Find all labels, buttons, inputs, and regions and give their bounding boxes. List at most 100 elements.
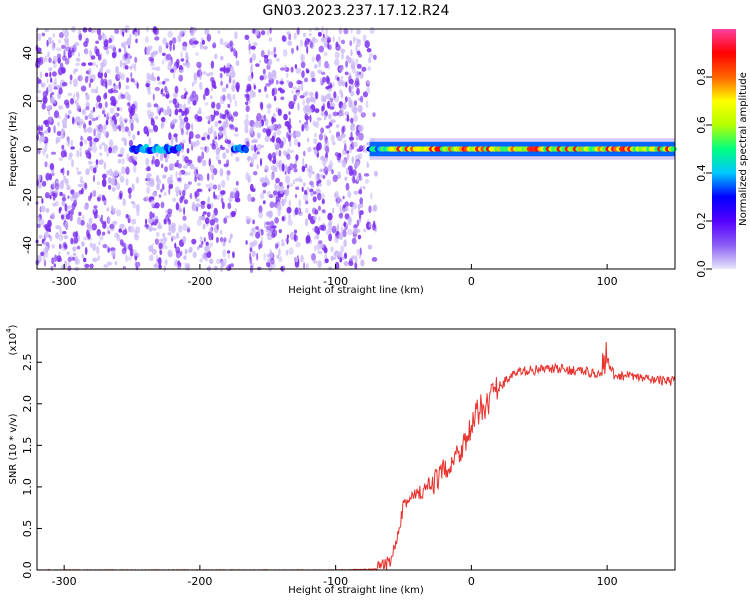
spectrogram-noise-cell [354,261,358,270]
spectrogram-noise-cell [44,144,48,153]
spectrogram-noise-cell [194,94,199,103]
spectrogram-noise-cell [227,202,232,210]
spectrogram-noise-cell [324,60,329,69]
spectrogram-noise-cell [373,54,377,60]
spectrogram-noise-cell [312,227,315,232]
spectrogram-noise-cell [191,82,194,87]
spectrogram-noise-cell [49,195,52,200]
spectrogram-noise-cell [51,212,56,220]
spectrogram-noise-cell [278,181,283,187]
spectrogram-noise-cell [47,51,51,58]
spectrogram-noise-cell [137,130,140,136]
spectrogram-noise-cell [118,228,122,233]
spectrogram-noise-cell [182,110,185,116]
spectrogram-noise-cell [61,44,66,50]
spectrogram-noise-cell [148,225,153,232]
spectrogram-noise-cell [88,120,92,126]
spectrogram-noise-cell [344,201,350,208]
spectrogram-noise-cell [223,65,226,74]
spectrogram-noise-cell [359,218,362,223]
spectrogram-noise-cell [341,112,345,117]
spectrogram-noise-cell [92,257,98,263]
spectrogram-noise-cell [371,257,378,262]
spectrogram-noise-cell [95,102,99,109]
spectrogram-noise-cell [127,187,132,194]
spectrogram-noise-cell [149,254,154,262]
spectrogram-noise-cell [64,40,70,46]
spectrogram-noise-cell [297,142,301,147]
spectrogram-noise-cell [260,236,264,245]
spectrogram-noise-cell [271,116,275,124]
spectrogram-noise-cell [235,156,240,162]
spectrogram-noise-cell [155,218,159,224]
spectrogram-noise-cell [213,217,219,223]
spectrogram-noise-cell [102,231,106,236]
spectrogram-noise-cell [288,33,292,41]
spectrogram-noise-cell [49,235,53,242]
spectrogram-noise-cell [214,53,218,60]
spectrogram-noise-cell [114,125,118,129]
spectrogram-noise-cell [179,30,183,38]
spectrogram-noise-cell [175,170,178,179]
spectrogram-noise-cell [324,258,329,264]
spectrogram-noise-cell [92,106,96,113]
spectrogram-noise-cell [271,88,275,97]
spectrogram-noise-cell [191,204,197,212]
spectrogram-noise-cell [287,40,292,46]
spectrogram-noise-cell [271,135,275,140]
spectrogram-x-tick-label: -200 [187,275,212,288]
spectrogram-noise-cell [312,260,318,264]
spectrogram-noise-cell [337,251,343,259]
spectrogram-noise-cell [131,218,137,225]
spectrogram-noise-cell [131,183,135,192]
spectrogram-noise-cell [194,175,197,183]
spectrogram-noise-cell [226,111,230,119]
spectrogram-noise-cell [160,201,165,209]
spectrogram-noise-cell [338,212,343,219]
spectrogram-noise-cell [199,81,203,90]
spectrogram-noise-cell [51,244,55,249]
spectrogram-noise-cell [212,42,217,49]
spectrogram-noise-cell [58,31,64,39]
spectrogram-noise-cell [286,236,289,245]
spectrogram-noise-cell [282,216,285,220]
spectrogram-noise-cell [152,212,155,218]
spectrogram-noise-cell [167,218,170,223]
spectrogram-noise-cell [88,217,93,225]
spectrogram-noise-cell [148,196,152,203]
spectrogram-noise-cell [311,170,315,175]
spectrogram-noise-cell [164,78,170,82]
spectrogram-noise-cell [86,229,90,238]
spectrogram-noise-cell [353,227,359,234]
spectrogram-noise-cell [151,248,157,255]
spectrogram-noise-cell [199,70,202,75]
spectrogram-y-tick-label: 0 [21,146,34,153]
spectrogram-noise-cell [221,113,227,120]
spectrogram-noise-cell [288,111,291,116]
spectrogram-noise-cell [167,232,172,236]
spectrogram-noise-cell [125,166,130,175]
spectrogram-noise-cell [113,83,116,87]
spectrogram-noise-cell [304,189,308,195]
spectrogram-noise-cell [317,69,323,74]
spectrogram-noise-cell [220,197,224,204]
spectrogram-noise-cell [109,223,115,230]
spectrogram-noise-cell [59,62,64,70]
spectrogram-noise-cell [245,215,250,224]
spectrogram-noise-cell [159,249,163,255]
spectrogram-noise-cell [329,97,334,103]
snr-series-line [36,341,676,571]
spectrogram-noise-cell [298,119,302,124]
spectrogram-noise-cell [256,164,259,170]
spectrogram-noise-cell [178,103,183,109]
spectrogram-noise-cell [60,128,65,135]
spectrogram-noise-cell [91,117,97,122]
spectrogram-noise-cell [341,126,345,135]
spectrogram-noise-cell [154,86,160,92]
spectrogram-noise-cell [115,209,122,217]
spectrogram-noise-cell [264,85,267,93]
spectrogram-noise-cell [90,55,96,60]
spectrogram-noise-cell [155,231,160,238]
spectrogram-noise-cell [311,56,316,62]
spectrogram-noise-cell [149,111,155,118]
